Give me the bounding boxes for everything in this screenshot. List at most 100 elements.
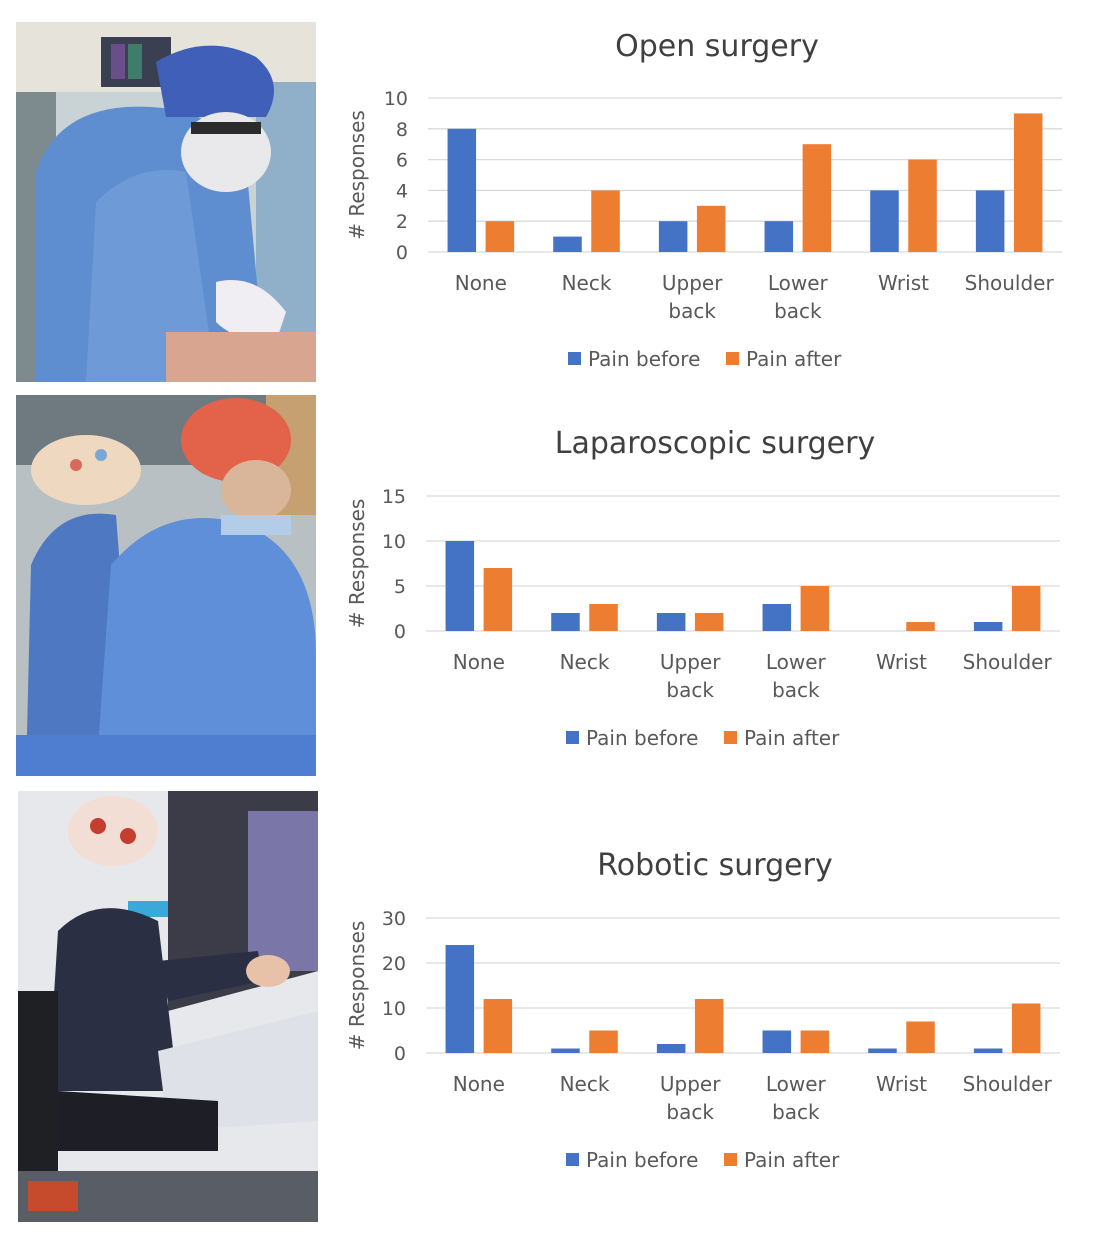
chart0-title: Open surgery — [615, 29, 819, 64]
robotic-surgery-chart: Robotic surgery 0 10 20 30 # Responses None Nec… — [345, 848, 1060, 1172]
chart1-x-tick-label-line: None — [453, 650, 505, 674]
chart1-y-tick-label: 5 — [394, 576, 406, 598]
chart2-bar-pain-after-none — [483, 999, 513, 1053]
chart2-bar-pain-after-wrist — [906, 1021, 935, 1053]
chart1-bar-pain-before-upper-back — [656, 613, 686, 631]
chart1-title: Laparoscopic surgery — [555, 426, 875, 461]
chart1-x-tick-label-line: back — [666, 678, 714, 702]
chart0-x-tick-label-line: Upper — [662, 271, 723, 295]
chart2-bar-pain-before-wrist — [868, 1048, 897, 1053]
chart1-y-tick-label: 10 — [382, 531, 406, 553]
chart1-bar-pain-before-neck — [551, 613, 580, 631]
chart1-bar-pain-before-lower-back — [762, 604, 792, 631]
chart2-x-tick-label-upper-back: Upper back — [660, 1072, 721, 1124]
chart0-bar-pain-before-neck — [553, 236, 582, 252]
chart2-bar-pain-after-neck — [589, 1030, 618, 1053]
chart0-bar-pain-before-lower-back — [764, 221, 794, 252]
chart1-bar-pain-after-none — [483, 568, 513, 631]
chart0-x-tick-label-none: None — [455, 271, 507, 295]
chart2-y-tick-label: 10 — [382, 998, 406, 1020]
chart2-x-tick-label-wrist: Wrist — [876, 1072, 927, 1096]
chart0-bar-pain-before-none — [447, 128, 477, 252]
chart0-y-tick-label: 10 — [384, 88, 408, 110]
chart2-bar-pain-before-shoulder — [973, 1048, 1003, 1053]
chart2-x-tick-label-line: back — [772, 1100, 820, 1124]
chart0-y-tick-label: 4 — [396, 180, 408, 202]
laparoscopic-surgery-chart: Laparoscopic surgery 0 5 10 15 # Responses Non… — [345, 426, 1060, 750]
robotic-surgery-photo — [18, 791, 318, 1222]
chart1-x-tick-label-wrist: Wrist — [876, 650, 927, 674]
chart0-bar-pain-after-shoulder — [1013, 113, 1043, 253]
chart2-y-axis-title: # Responses — [345, 921, 369, 1051]
chart0-x-tick-label-line: Wrist — [878, 271, 929, 295]
chart2-x-tick-label-line: back — [666, 1100, 714, 1124]
chart0-legend-swatch-pain-before — [568, 352, 581, 365]
chart1-x-tick-label-lower-back: Lower back — [766, 650, 827, 702]
chart2-x-tick-label-neck: Neck — [560, 1072, 610, 1096]
chart1-bar-pain-after-shoulder — [1011, 586, 1041, 631]
chart2-bar-pain-after-lower-back — [800, 1030, 830, 1053]
chart2-x-tick-label-line: Lower — [766, 1072, 827, 1096]
chart0-x-tick-label-line: back — [668, 299, 716, 323]
chart0-x-tick-label-upper-back: Upper back — [662, 271, 723, 323]
chart1-bar-pain-after-upper-back — [694, 613, 724, 631]
chart0-legend-label-pain-after: Pain after — [746, 347, 842, 371]
laparoscopic-surgery-photo — [16, 395, 316, 776]
chart2-x-tick-label-lower-back: Lower back — [766, 1072, 827, 1124]
chart1-x-tick-label-line: back — [772, 678, 820, 702]
chart1-x-tick-label-line: Lower — [766, 650, 827, 674]
open-surgery-chart: Open surgery 0 2 4 6 8 10 # Responses None Neck Up… — [345, 29, 1062, 371]
chart1-legend-swatch-pain-before — [566, 731, 579, 744]
chart0-bar-pain-after-wrist — [908, 159, 937, 252]
chart0-bar-pain-after-none — [485, 221, 515, 252]
chart0-x-tick-label-line: back — [774, 299, 822, 323]
chart0-bar-pain-after-lower-back — [802, 144, 832, 252]
chart1-legend-label-pain-after: Pain after — [744, 726, 840, 750]
chart2-x-tick-label-none: None — [453, 1072, 505, 1096]
chart2-x-tick-label-line: Upper — [660, 1072, 721, 1096]
chart0-bar-pain-after-upper-back — [696, 205, 726, 252]
chart2-y-tick-label: 0 — [394, 1043, 406, 1065]
chart1-y-tick-label: 15 — [382, 486, 406, 508]
chart0-x-tick-label-wrist: Wrist — [878, 271, 929, 295]
chart2-y-tick-label: 20 — [382, 953, 406, 975]
chart1-bar-pain-before-shoulder — [973, 622, 1003, 631]
chart2-bar-pain-before-upper-back — [656, 1044, 686, 1053]
chart1-x-tick-label-line: Neck — [560, 650, 610, 674]
chart0-bar-pain-before-shoulder — [975, 190, 1005, 252]
chart0-bar-pain-before-upper-back — [658, 221, 688, 252]
chart1-x-tick-label-line: Wrist — [876, 650, 927, 674]
chart0-bar-pain-before-wrist — [870, 190, 899, 252]
chart0-y-tick-label: 0 — [396, 242, 408, 264]
chart1-x-tick-label-shoulder: Shoulder — [963, 650, 1053, 674]
chart1-legend-swatch-pain-after — [724, 731, 737, 744]
chart2-x-tick-label-line: Shoulder — [963, 1072, 1053, 1096]
open-surgery-photo — [16, 22, 316, 382]
chart1-bar-pain-after-neck — [589, 604, 618, 631]
chart0-x-tick-label-line: Lower — [768, 271, 829, 295]
chart2-x-tick-label-line: Wrist — [876, 1072, 927, 1096]
chart1-y-tick-label: 0 — [394, 621, 406, 643]
chart1-bar-pain-after-wrist — [906, 622, 935, 631]
chart2-legend-label-pain-before: Pain before — [586, 1148, 698, 1172]
chart2-legend-swatch-pain-before — [566, 1153, 579, 1166]
chart1-bar-pain-before-none — [445, 541, 475, 631]
chart2-legend-label-pain-after: Pain after — [744, 1148, 840, 1172]
chart1-x-tick-label-neck: Neck — [560, 650, 610, 674]
chart1-bar-pain-after-lower-back — [800, 586, 830, 631]
chart1-x-tick-label-none: None — [453, 650, 505, 674]
chart2-bar-pain-before-none — [445, 945, 475, 1053]
chart1-x-tick-label-line: Shoulder — [963, 650, 1053, 674]
chart0-x-tick-label-line: None — [455, 271, 507, 295]
chart1-x-tick-label-upper-back: Upper back — [660, 650, 721, 702]
chart2-bar-pain-before-lower-back — [762, 1030, 792, 1053]
chart2-y-tick-label: 30 — [382, 908, 406, 930]
chart2-title: Robotic surgery — [597, 848, 832, 883]
chart0-legend-swatch-pain-after — [726, 352, 739, 365]
chart0-y-axis-title: # Responses — [345, 110, 369, 240]
chart2-x-tick-label-line: None — [453, 1072, 505, 1096]
chart2-x-tick-label-shoulder: Shoulder — [963, 1072, 1053, 1096]
chart0-legend-label-pain-before: Pain before — [588, 347, 700, 371]
chart1-x-tick-label-line: Upper — [660, 650, 721, 674]
chart0-x-tick-label-line: Neck — [562, 271, 612, 295]
